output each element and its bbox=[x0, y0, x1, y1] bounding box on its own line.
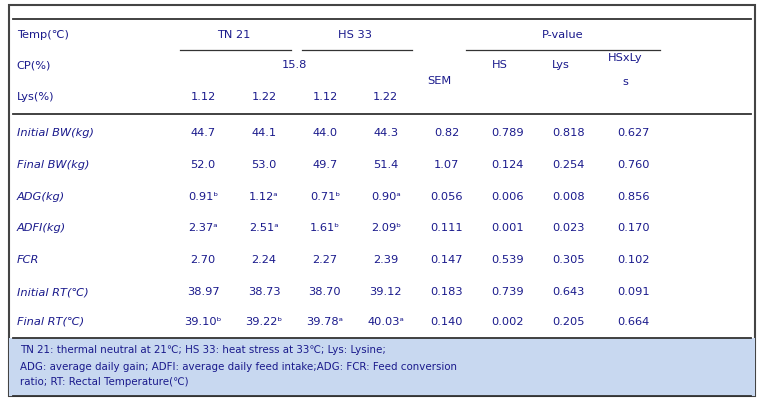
Text: FCR: FCR bbox=[17, 255, 39, 265]
Text: 0.643: 0.643 bbox=[552, 287, 584, 297]
Text: 38.97: 38.97 bbox=[187, 287, 219, 297]
Text: 1.12ᵃ: 1.12ᵃ bbox=[249, 192, 279, 202]
Text: 44.0: 44.0 bbox=[312, 128, 338, 138]
Text: HSxLy: HSxLy bbox=[608, 53, 643, 63]
Text: 0.056: 0.056 bbox=[430, 192, 463, 202]
Text: 1.07: 1.07 bbox=[434, 160, 459, 170]
Text: 0.008: 0.008 bbox=[552, 192, 584, 202]
Text: 0.140: 0.140 bbox=[430, 317, 463, 327]
Text: 40.03ᵃ: 40.03ᵃ bbox=[367, 317, 404, 327]
Text: 38.70: 38.70 bbox=[309, 287, 342, 297]
Text: Lys(%): Lys(%) bbox=[17, 92, 54, 102]
Text: ADG(kg): ADG(kg) bbox=[17, 192, 65, 202]
Text: 0.111: 0.111 bbox=[430, 223, 463, 233]
Text: 0.82: 0.82 bbox=[434, 128, 459, 138]
Text: 0.002: 0.002 bbox=[491, 317, 524, 327]
Text: 1.12: 1.12 bbox=[312, 92, 338, 102]
Text: SEM: SEM bbox=[427, 76, 452, 86]
Text: ADFI(kg): ADFI(kg) bbox=[17, 223, 66, 233]
Text: 53.0: 53.0 bbox=[251, 160, 277, 170]
Text: Final BW(kg): Final BW(kg) bbox=[17, 160, 89, 170]
Text: 39.12: 39.12 bbox=[370, 287, 402, 297]
Text: 44.1: 44.1 bbox=[251, 128, 277, 138]
Text: 0.183: 0.183 bbox=[430, 287, 463, 297]
Text: 2.27: 2.27 bbox=[312, 255, 338, 265]
Text: 1.12: 1.12 bbox=[190, 92, 215, 102]
Text: 52.0: 52.0 bbox=[190, 160, 215, 170]
Text: 2.39: 2.39 bbox=[373, 255, 399, 265]
Text: 39.10ᵇ: 39.10ᵇ bbox=[184, 317, 222, 327]
Text: 1.22: 1.22 bbox=[251, 92, 277, 102]
Text: Lys: Lys bbox=[552, 60, 570, 70]
Text: HS 33: HS 33 bbox=[338, 30, 372, 40]
Text: 38.73: 38.73 bbox=[248, 287, 280, 297]
Text: 0.739: 0.739 bbox=[491, 287, 524, 297]
Text: 0.789: 0.789 bbox=[491, 128, 524, 138]
Text: TN 21: thermal neutral at 21℃; HS 33: heat stress at 33℃; Lys: Lysine;: TN 21: thermal neutral at 21℃; HS 33: he… bbox=[21, 345, 387, 355]
Text: ratio; RT: Rectal Temperature(℃): ratio; RT: Rectal Temperature(℃) bbox=[21, 377, 189, 387]
Text: 0.254: 0.254 bbox=[552, 160, 584, 170]
Text: 39.22ᵇ: 39.22ᵇ bbox=[245, 317, 283, 327]
Text: 0.856: 0.856 bbox=[617, 192, 649, 202]
Text: 2.37ᵃ: 2.37ᵃ bbox=[188, 223, 218, 233]
Text: 0.818: 0.818 bbox=[552, 128, 584, 138]
Text: P-value: P-value bbox=[542, 30, 584, 40]
Text: HS: HS bbox=[492, 60, 508, 70]
Text: 44.3: 44.3 bbox=[374, 128, 398, 138]
Text: 0.627: 0.627 bbox=[617, 128, 649, 138]
Text: 49.7: 49.7 bbox=[312, 160, 338, 170]
Text: 0.305: 0.305 bbox=[552, 255, 584, 265]
Text: 2.09ᵇ: 2.09ᵇ bbox=[371, 223, 401, 233]
Text: 0.539: 0.539 bbox=[491, 255, 524, 265]
Text: 0.664: 0.664 bbox=[617, 317, 649, 327]
FancyBboxPatch shape bbox=[9, 5, 755, 396]
Text: Initial BW(kg): Initial BW(kg) bbox=[17, 128, 94, 138]
Text: 0.124: 0.124 bbox=[491, 160, 524, 170]
Text: 1.22: 1.22 bbox=[374, 92, 398, 102]
Text: 0.091: 0.091 bbox=[617, 287, 649, 297]
Text: Final RT(℃): Final RT(℃) bbox=[17, 317, 84, 327]
Text: 0.90ᵃ: 0.90ᵃ bbox=[371, 192, 400, 202]
Text: 0.205: 0.205 bbox=[552, 317, 584, 327]
Text: 0.71ᵇ: 0.71ᵇ bbox=[309, 192, 340, 202]
Text: 0.760: 0.760 bbox=[617, 160, 649, 170]
Text: 15.8: 15.8 bbox=[282, 60, 307, 70]
Text: 51.4: 51.4 bbox=[373, 160, 399, 170]
Text: 39.78ᵃ: 39.78ᵃ bbox=[306, 317, 343, 327]
Text: 0.023: 0.023 bbox=[552, 223, 584, 233]
Text: 0.147: 0.147 bbox=[430, 255, 463, 265]
Text: 0.102: 0.102 bbox=[617, 255, 649, 265]
Text: Temp(℃): Temp(℃) bbox=[17, 30, 69, 40]
Text: s: s bbox=[623, 77, 629, 87]
Text: TN 21: TN 21 bbox=[217, 30, 251, 40]
Text: 2.70: 2.70 bbox=[190, 255, 215, 265]
FancyBboxPatch shape bbox=[9, 338, 755, 396]
Text: 2.24: 2.24 bbox=[251, 255, 277, 265]
Text: 1.61ᵇ: 1.61ᵇ bbox=[310, 223, 340, 233]
Text: ADG: average daily gain; ADFI: average daily feed intake;ADG: FCR: Feed conversi: ADG: average daily gain; ADFI: average d… bbox=[21, 362, 458, 372]
Text: 0.170: 0.170 bbox=[617, 223, 649, 233]
Text: 44.7: 44.7 bbox=[190, 128, 215, 138]
Text: 0.001: 0.001 bbox=[491, 223, 524, 233]
Text: 2.51ᵃ: 2.51ᵃ bbox=[249, 223, 279, 233]
Text: 0.91ᵇ: 0.91ᵇ bbox=[188, 192, 219, 202]
Text: Initial RT(℃): Initial RT(℃) bbox=[17, 287, 89, 297]
Text: CP(%): CP(%) bbox=[17, 60, 51, 70]
Text: 0.006: 0.006 bbox=[491, 192, 524, 202]
